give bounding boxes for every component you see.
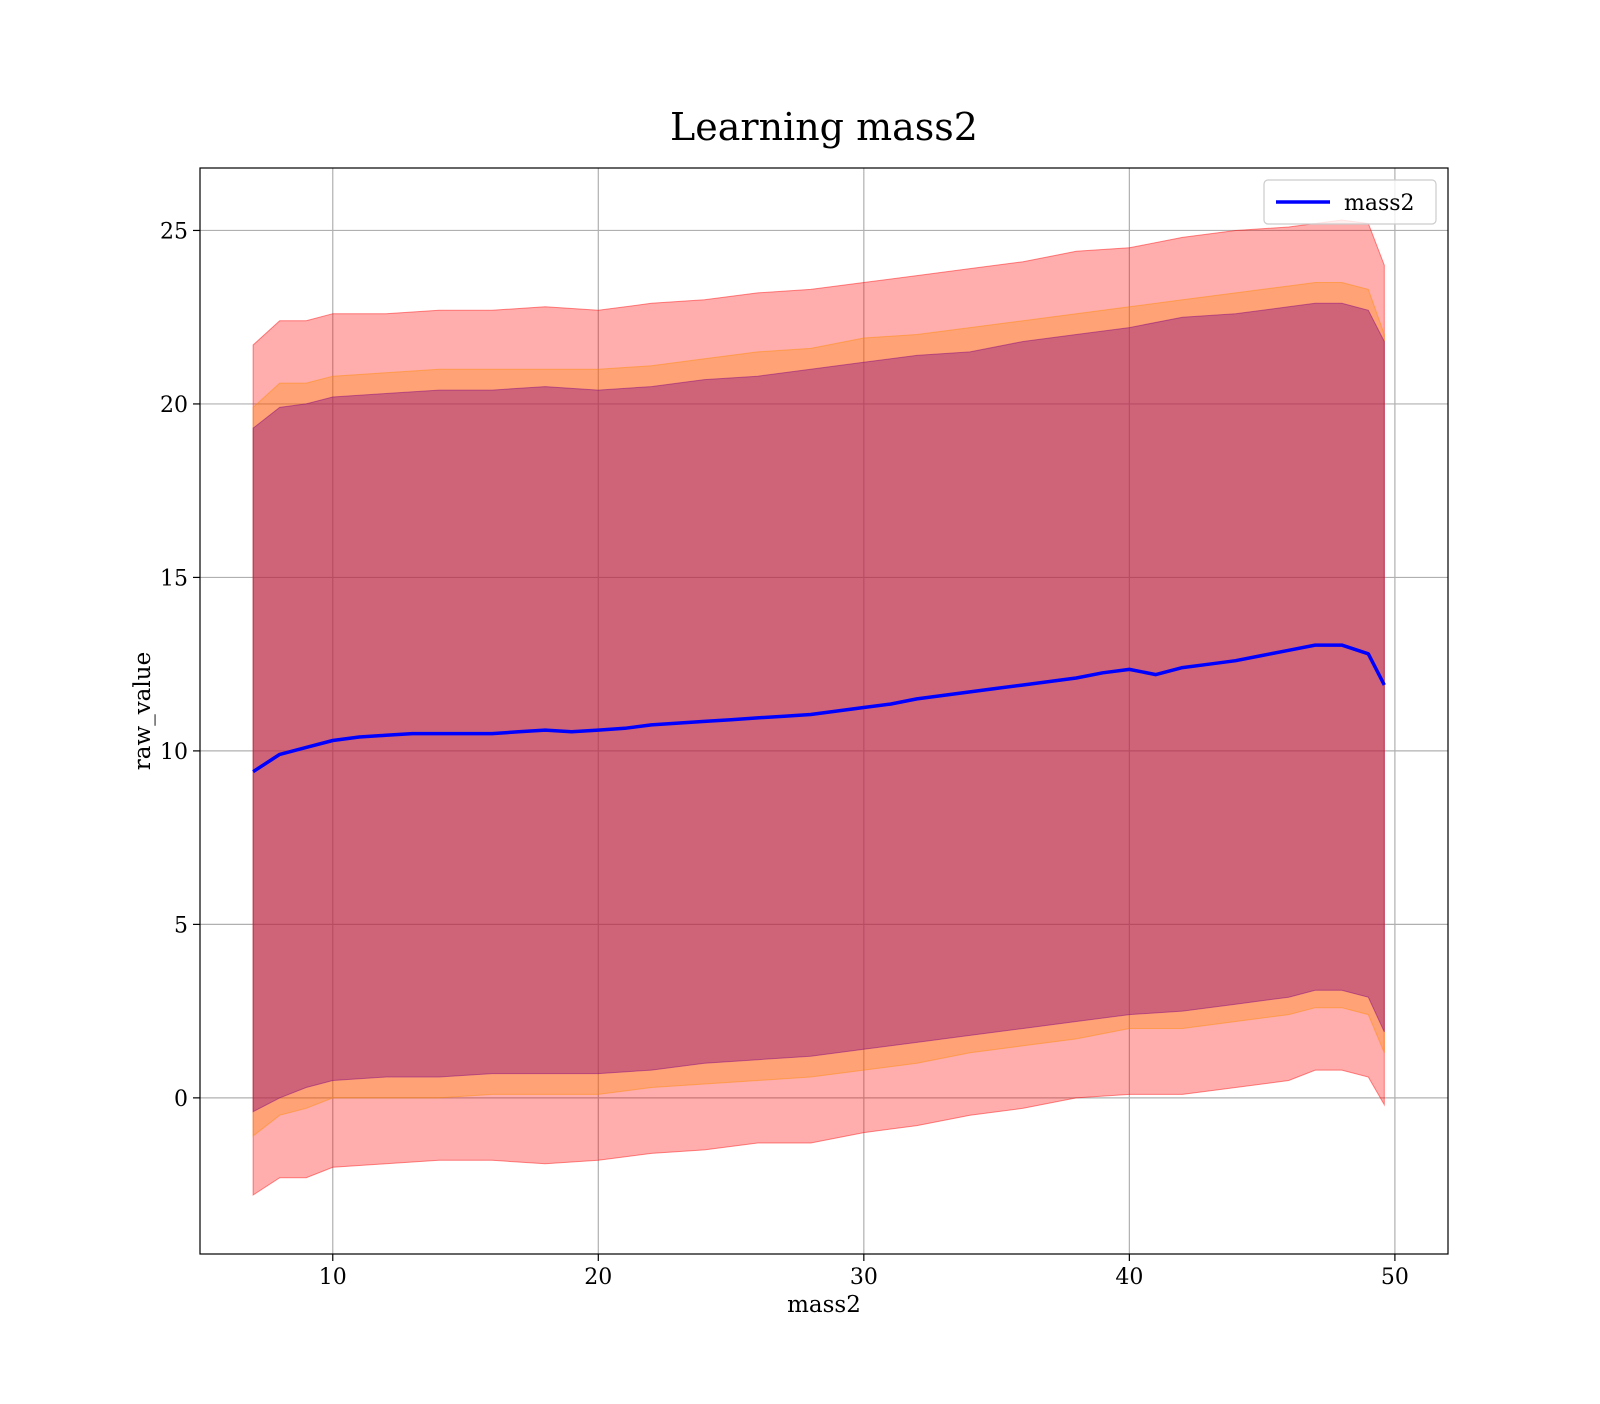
y-tick-label: 10 bbox=[160, 740, 188, 765]
y-axis-label: raw_value bbox=[130, 652, 156, 770]
y-tick-label: 0 bbox=[174, 1087, 188, 1112]
series-line-mass2 bbox=[252, 643, 1386, 774]
x-tick-label: 30 bbox=[850, 1265, 878, 1290]
x-tick-label: 40 bbox=[1115, 1265, 1143, 1290]
confidence-bands bbox=[252, 219, 1385, 1196]
band-inner bbox=[252, 302, 1385, 1113]
legend-box bbox=[1263, 179, 1437, 225]
band-middle bbox=[252, 282, 1385, 1138]
y-tick-label: 25 bbox=[160, 219, 188, 244]
y-tick-label: 20 bbox=[160, 393, 188, 418]
series-lines bbox=[252, 643, 1386, 774]
x-tick-label: 10 bbox=[319, 1265, 347, 1290]
x-tick-label: 20 bbox=[584, 1265, 612, 1290]
x-axis-label: mass2 bbox=[787, 1292, 861, 1318]
chart-title: Learning mass2 bbox=[670, 105, 978, 149]
y-tick-label: 5 bbox=[174, 913, 188, 938]
axis-ticks: 10 20 30 40 50 0 5 10 15 20 25 bbox=[160, 219, 1409, 1290]
legend: mass2 bbox=[1263, 179, 1437, 225]
plot-frame bbox=[199, 167, 1449, 1255]
y-tick-label: 15 bbox=[160, 566, 188, 591]
legend-label-mass2: mass2 bbox=[1344, 191, 1415, 216]
band-outer bbox=[252, 219, 1385, 1196]
grid bbox=[200, 168, 1448, 1254]
x-tick-label: 50 bbox=[1381, 1265, 1409, 1290]
